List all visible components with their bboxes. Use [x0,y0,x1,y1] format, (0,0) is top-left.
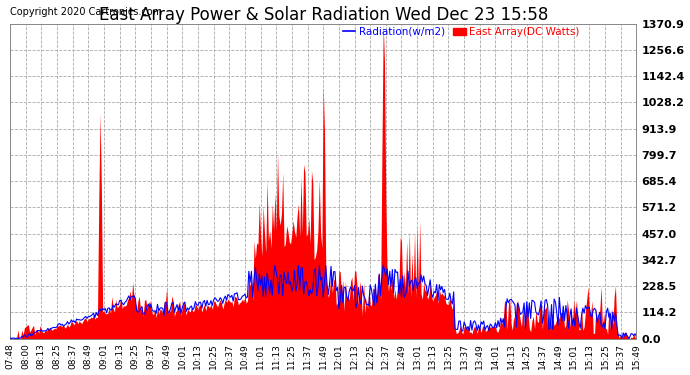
Title: East Array Power & Solar Radiation Wed Dec 23 15:58: East Array Power & Solar Radiation Wed D… [99,6,548,24]
Text: Copyright 2020 Cartronics.com: Copyright 2020 Cartronics.com [10,8,162,17]
Legend: Radiation(w/m2), East Array(DC Watts): Radiation(w/m2), East Array(DC Watts) [339,22,583,41]
